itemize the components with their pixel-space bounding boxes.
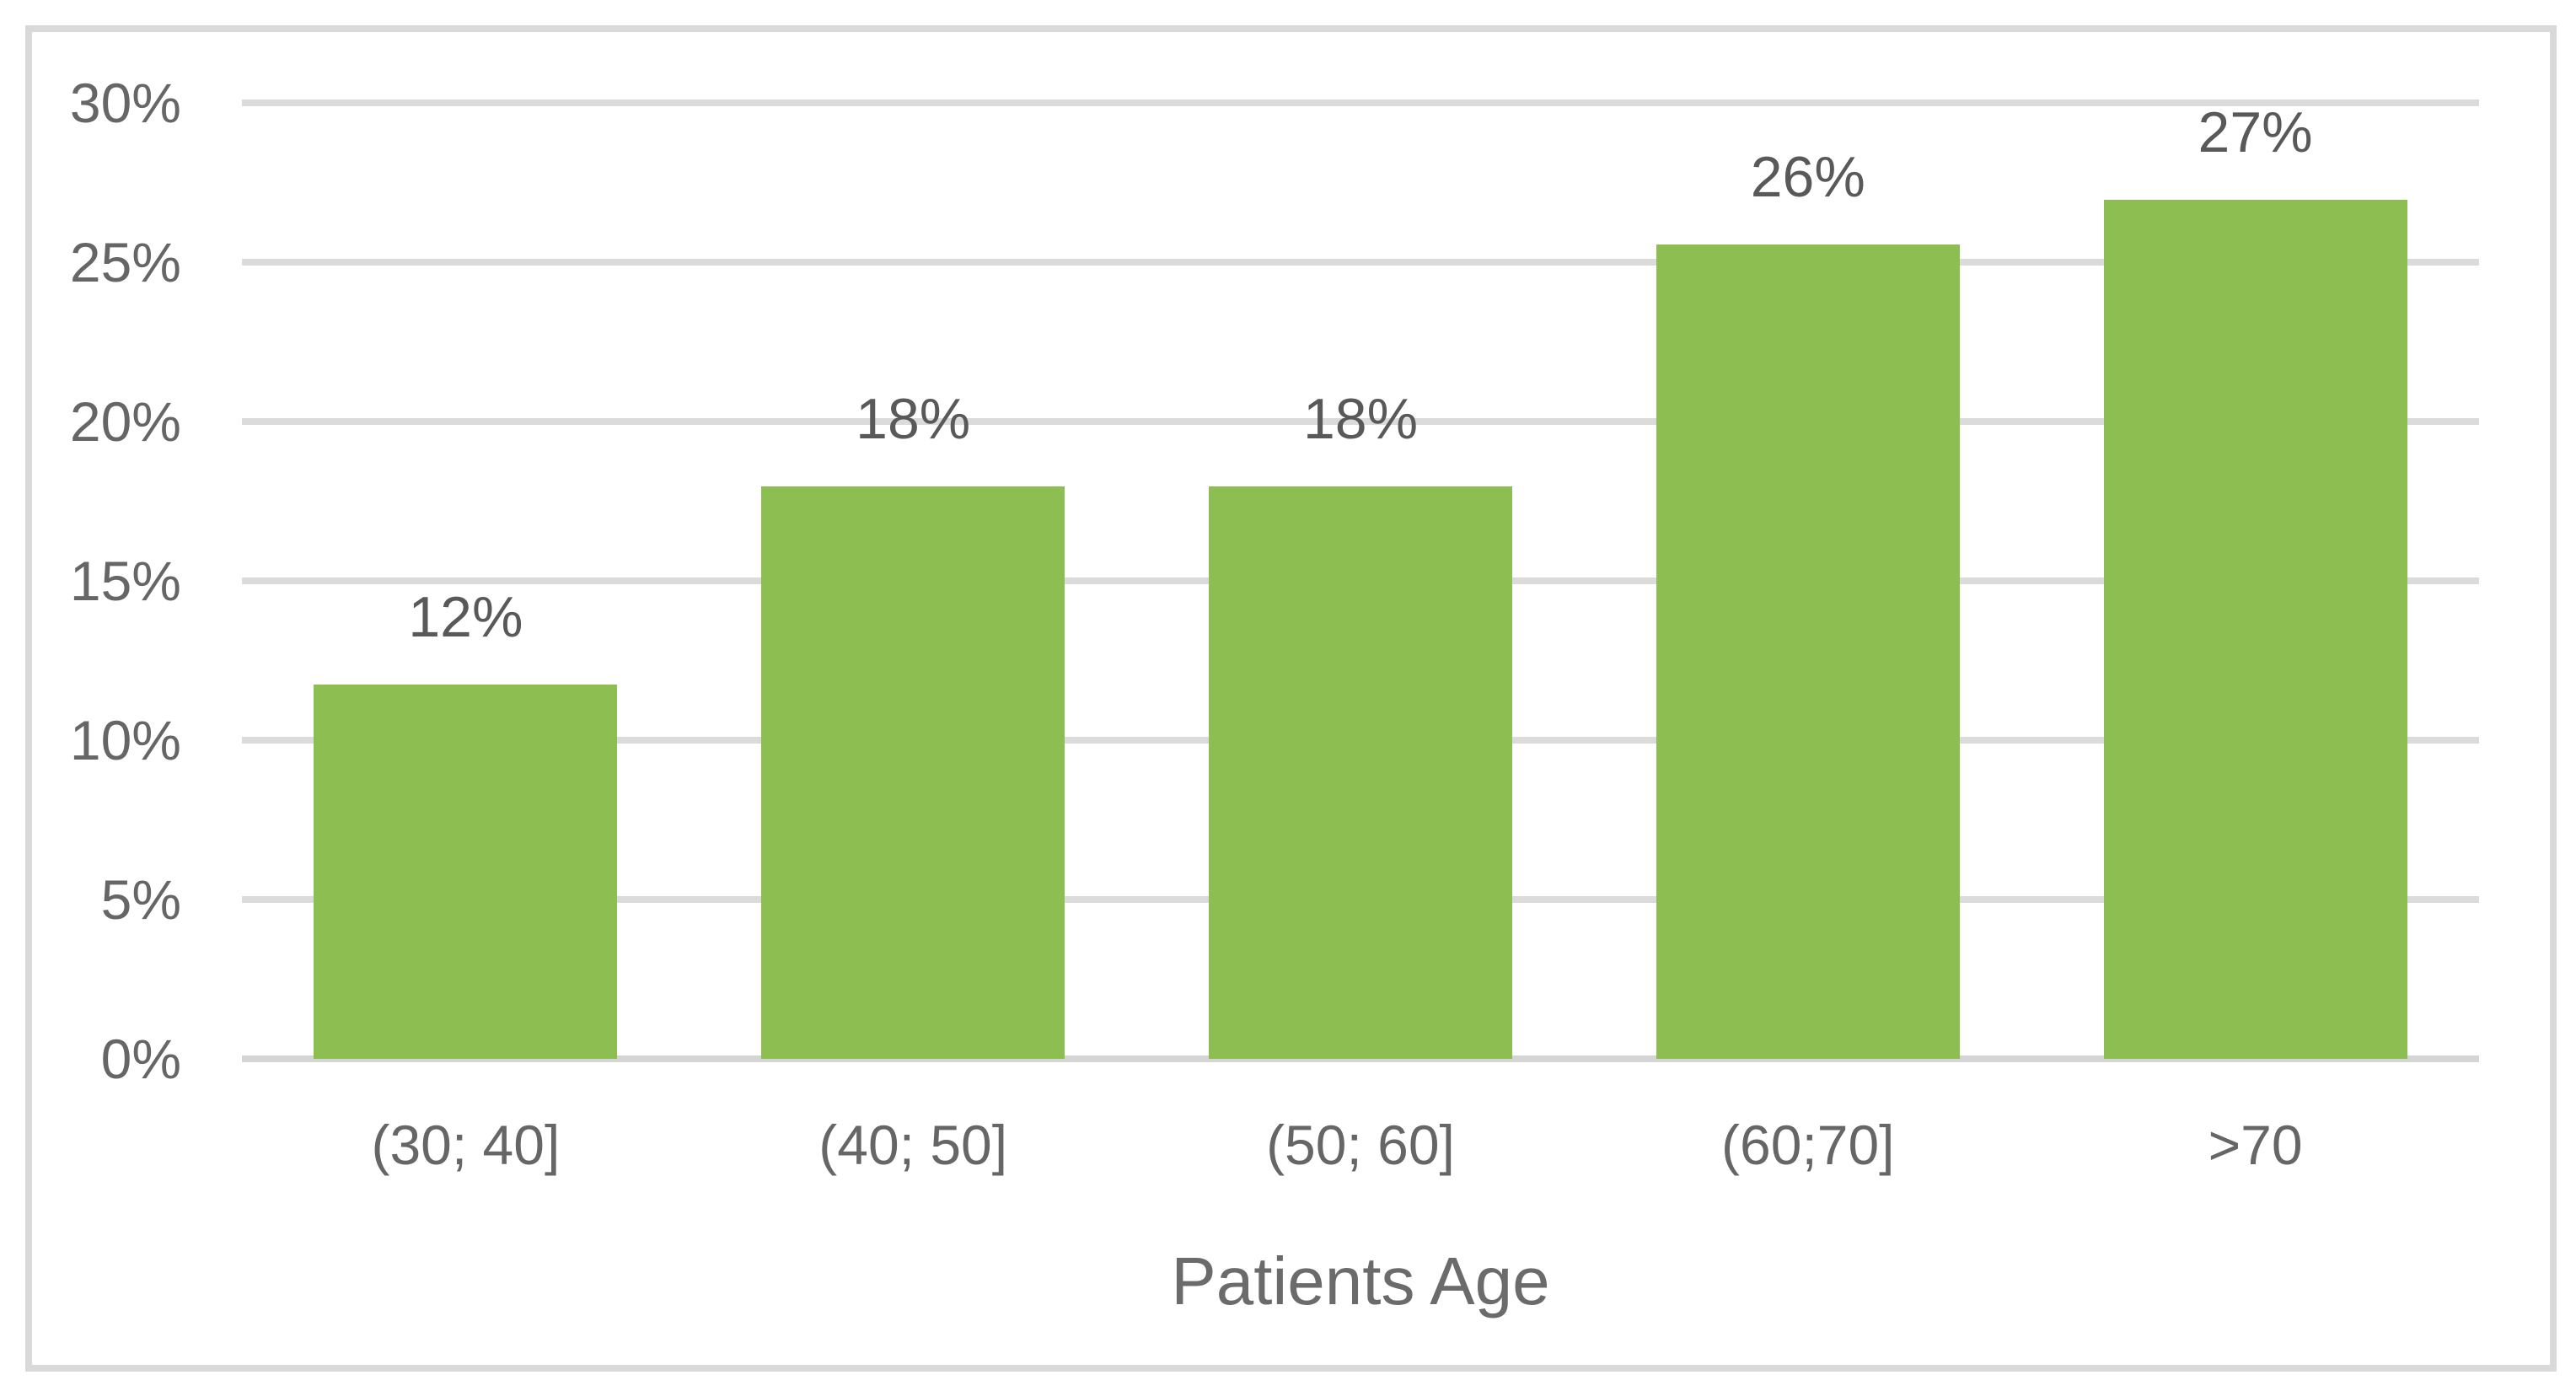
- x-axis-line: [242, 1055, 2479, 1062]
- x-tick-label: >70: [2208, 1114, 2303, 1176]
- bar-value-label: 27%: [2198, 100, 2313, 165]
- bar-(40; 50]: [761, 486, 1065, 1059]
- y-tick-label: 30%: [69, 72, 181, 134]
- y-tick-label: 5%: [100, 868, 181, 931]
- bar-(60;70]: [1656, 244, 1960, 1059]
- x-tick-label: (50; 60]: [1266, 1114, 1455, 1176]
- bar-value-label: 12%: [408, 584, 523, 649]
- x-tick-label: (40; 50]: [818, 1114, 1008, 1176]
- bar->70: [2103, 200, 2407, 1059]
- y-tick-label: 15%: [69, 550, 181, 612]
- gridline-20: [242, 418, 2479, 425]
- y-tick-label: 0%: [100, 1028, 181, 1090]
- y-tick-label: 25%: [69, 231, 181, 293]
- bar-value-label: 18%: [1302, 387, 1419, 452]
- bar-value-label: 18%: [856, 387, 971, 452]
- bar-value-label: 26%: [1750, 145, 1865, 210]
- bar-(30; 40]: [314, 684, 618, 1059]
- gridline-25: [242, 259, 2479, 266]
- y-tick-label: 20%: [69, 390, 181, 453]
- gridline-30: [242, 99, 2479, 106]
- x-tick-label: (30; 40]: [371, 1114, 561, 1176]
- x-tick-label: (60;70]: [1721, 1114, 1895, 1176]
- bar-(50; 60]: [1209, 486, 1512, 1059]
- x-axis-title: Patients Age: [1171, 1243, 1550, 1318]
- y-tick-label: 10%: [69, 709, 181, 771]
